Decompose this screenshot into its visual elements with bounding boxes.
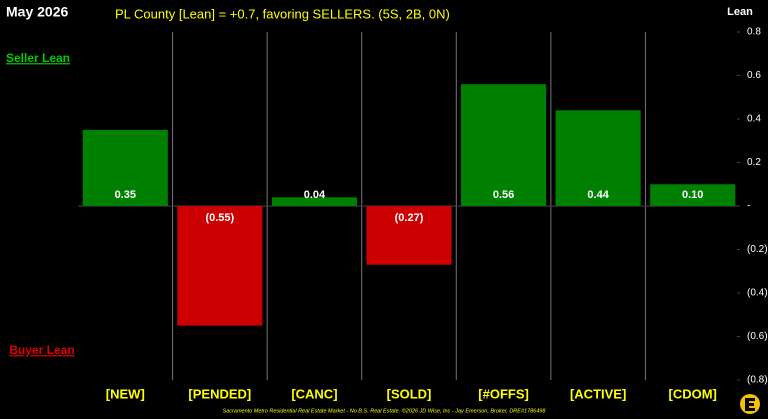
- bar: [650, 184, 736, 206]
- value-label: (0.27): [395, 212, 424, 224]
- buyer-label: Buyer Lean: [9, 343, 74, 357]
- y-axis-label: Lean: [727, 6, 753, 18]
- logo: [740, 394, 760, 414]
- x-tick-label: [CANC]: [291, 386, 337, 401]
- bar: [366, 206, 452, 265]
- value-label: 0.44: [587, 189, 609, 201]
- value-label: 0.35: [115, 189, 136, 201]
- y-tick-label: 0.2: [747, 157, 761, 168]
- bar: [555, 110, 641, 206]
- y-tick-label: 0.8: [747, 27, 761, 38]
- x-tick-label: [PENDED]: [188, 386, 251, 401]
- seller-label: Seller Lean: [6, 51, 70, 65]
- value-label: (0.55): [205, 212, 234, 224]
- value-label: 0.56: [493, 189, 514, 201]
- bar: [82, 129, 168, 206]
- x-tick-label: [#OFFS]: [478, 386, 529, 401]
- logo-mark: [745, 398, 755, 411]
- x-tick-label: [CDOM]: [669, 386, 717, 401]
- y-tick-label: (0.2): [747, 244, 768, 255]
- value-label: 0.10: [682, 189, 703, 201]
- date-label: May 2026: [6, 4, 68, 20]
- x-tick-label: [NEW]: [106, 386, 145, 401]
- y-tick-label: -: [747, 201, 750, 212]
- y-tick-label: (0.4): [747, 288, 768, 299]
- y-tick-label: (0.6): [747, 331, 768, 342]
- value-label: 0.04: [304, 189, 326, 201]
- y-tick-label: (0.8): [747, 375, 768, 386]
- bar: [177, 206, 263, 326]
- chart-title: PL County [Lean] = +0.7, favoring SELLER…: [115, 6, 450, 21]
- y-tick-label: 0.6: [747, 70, 761, 81]
- y-tick-label: 0.4: [747, 114, 761, 125]
- bar: [461, 84, 547, 206]
- x-tick-label: [SOLD]: [387, 386, 432, 401]
- x-tick-label: [ACTIVE]: [570, 386, 626, 401]
- bar: [271, 197, 357, 206]
- footer: Sacramento Metro Residential Real Estate…: [223, 407, 547, 414]
